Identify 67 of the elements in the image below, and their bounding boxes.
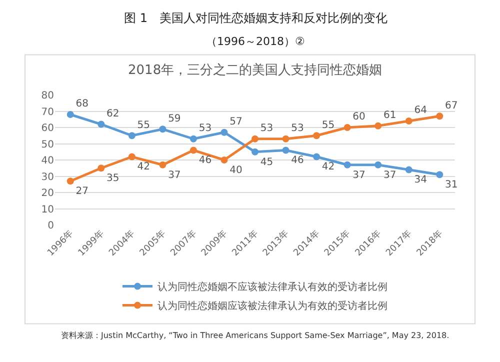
point	[252, 135, 258, 142]
legend-label: 认为同性恋婚姻不应该被法律承认有效的受访者比例	[158, 281, 388, 294]
point	[128, 132, 136, 140]
data-label: 37	[352, 170, 366, 181]
data-label: 53	[291, 123, 304, 134]
y-tick-label: 50	[41, 139, 54, 150]
data-label: 34	[414, 174, 427, 186]
y-tick-label: 20	[41, 188, 54, 199]
data-label: 53	[198, 123, 212, 134]
chart-subtitle: （1996～2018）②	[206, 35, 305, 48]
chart-title: 图 1 美国人对同性恋婚姻支持和反对比例的变化	[124, 11, 388, 25]
point	[436, 112, 444, 120]
data-label: 60	[352, 112, 366, 123]
point	[405, 118, 412, 124]
data-label: 57	[230, 116, 242, 128]
data-label: 42	[137, 162, 150, 173]
data-label: 42	[322, 162, 335, 173]
point	[344, 124, 351, 131]
point	[220, 156, 228, 164]
point	[190, 146, 197, 154]
data-label: 61	[383, 110, 396, 122]
data-label: 37	[383, 170, 396, 181]
data-label: 59	[168, 113, 181, 124]
y-tick-label: 10	[41, 204, 54, 216]
point	[252, 148, 258, 156]
point	[374, 122, 382, 130]
y-tick-label: 70	[41, 106, 54, 118]
point	[220, 128, 228, 136]
point	[98, 120, 105, 128]
data-label: 40	[230, 164, 242, 176]
data-label: 46	[291, 155, 304, 166]
text: 2018年，三分之二的美国人支持同性恋婚姻	[128, 62, 382, 78]
y-tick-label: 0	[48, 220, 54, 232]
point	[313, 132, 320, 140]
data-label: 45	[260, 156, 274, 168]
point	[190, 135, 197, 142]
y-tick-label: 40	[41, 156, 54, 166]
legend-label: 认为同性恋婚姻应该被法律承认为有效的受访者比例	[158, 300, 388, 312]
point	[313, 153, 320, 160]
point	[405, 166, 412, 174]
point	[128, 153, 136, 160]
data-label: 31	[444, 180, 458, 191]
data-label: 35	[106, 173, 120, 184]
data-label: 62	[106, 108, 120, 120]
text: 资料来源：Justin McCarthy, “Two in Three Americans Support Same-Sex Marriage”, May 23, 2018.	[61, 331, 450, 340]
data-label: 53	[260, 123, 274, 134]
point	[66, 178, 74, 185]
data-label: 67	[444, 100, 458, 112]
point	[282, 146, 290, 154]
point	[159, 161, 166, 168]
y-tick-label: 60	[41, 123, 54, 134]
point	[374, 161, 382, 168]
data-label: 55	[137, 120, 150, 131]
point	[282, 135, 290, 142]
data-label: 68	[76, 98, 88, 110]
point	[98, 164, 105, 172]
point	[436, 171, 444, 178]
data-label: 64	[414, 105, 427, 116]
data-label: 46	[198, 155, 212, 166]
y-tick-label: 30	[41, 172, 54, 183]
data-label: 55	[322, 120, 335, 131]
point	[344, 161, 351, 168]
y-tick-label: 80	[41, 90, 54, 102]
data-label: 27	[76, 186, 88, 198]
point	[159, 126, 166, 133]
point	[66, 111, 74, 118]
data-label: 37	[168, 170, 181, 181]
